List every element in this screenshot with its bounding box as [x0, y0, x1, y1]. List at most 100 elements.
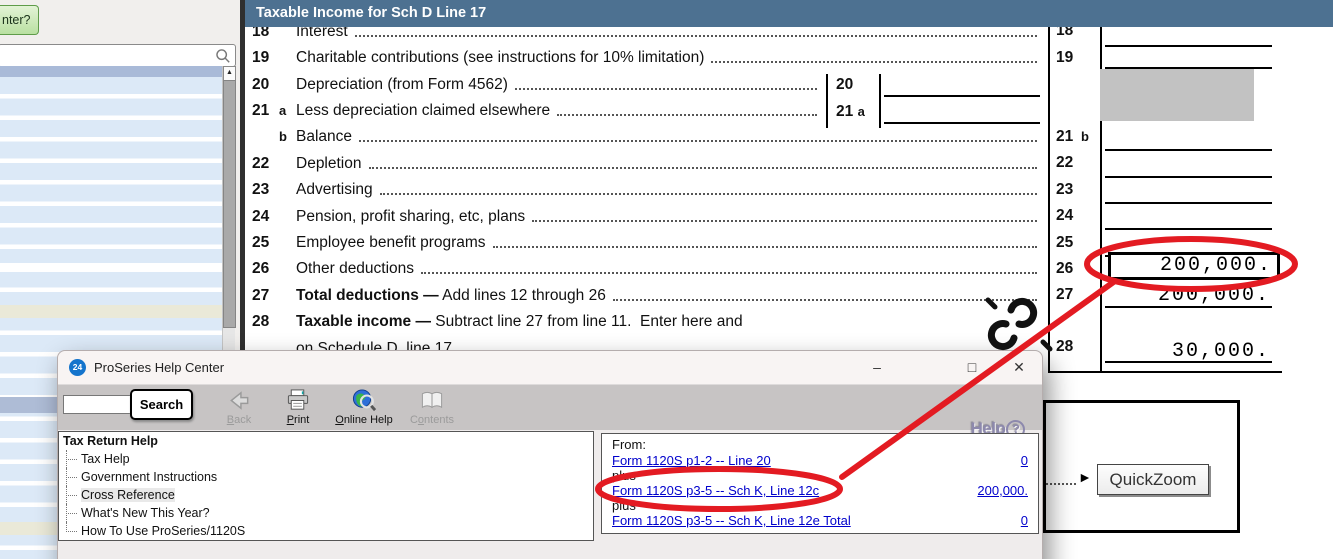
- form-section-header: Taxable Income for Sch D Line 17: [245, 0, 1333, 27]
- form-row-27: 27 Total deductions — Add lines 12 throu…: [252, 286, 1040, 305]
- column-line: [826, 74, 828, 128]
- tree-item-tax-help[interactable]: Tax Help: [59, 450, 593, 468]
- right-col-number: 19: [1056, 49, 1074, 66]
- amount-field-line-21b[interactable]: [1105, 149, 1272, 151]
- help-center-dialog: 24 ProSeries Help Center – □ ✕ Search Ba…: [57, 350, 1043, 559]
- cross-reference-panel: From: Form 1120S p1-2 -- Line 20 0 plus …: [601, 433, 1039, 534]
- mid-col-number-21a: 21 a: [836, 103, 865, 120]
- amount-field-line-21a[interactable]: [884, 122, 1040, 124]
- close-button[interactable]: ✕: [1013, 359, 1025, 375]
- dot-leader: [492, 246, 1037, 248]
- list-row[interactable]: [0, 305, 222, 318]
- form-row-23: 23 Advertising: [252, 180, 1040, 199]
- back-button[interactable]: Back: [216, 388, 262, 426]
- amount-field-line-27[interactable]: [1105, 306, 1272, 308]
- form-row-22: 22 Depletion: [252, 154, 1040, 173]
- contents-button[interactable]: Contents: [402, 388, 462, 426]
- forms-list-header: [0, 66, 222, 77]
- help-search-input[interactable]: [63, 395, 132, 414]
- quickzoom-button[interactable]: QuickZoom: [1097, 464, 1209, 495]
- amount-field-line-18[interactable]: [1105, 45, 1272, 47]
- tree-item-cross-reference[interactable]: Cross Reference: [59, 486, 593, 504]
- amount-field-line-24[interactable]: [1105, 228, 1272, 230]
- amount-field-line-20[interactable]: [884, 95, 1040, 97]
- right-col-number: 26: [1056, 260, 1074, 277]
- shaded-non-entry-area: [1100, 69, 1254, 121]
- line-26-amount: 200,000.: [1159, 254, 1272, 277]
- scrollbar-thumb[interactable]: [223, 80, 236, 328]
- help-search-button[interactable]: Search: [130, 389, 193, 420]
- dot-leader: [354, 35, 1037, 37]
- dialog-titlebar[interactable]: 24 ProSeries Help Center – □ ✕: [58, 351, 1042, 384]
- quickzoom-arrow-icon: ►: [1078, 469, 1092, 485]
- maximize-button[interactable]: □: [967, 359, 977, 375]
- tree-item-how-to-use[interactable]: How To Use ProSeries/1120S: [59, 522, 593, 540]
- plus-label: plus: [612, 498, 636, 513]
- dot-leader: [514, 88, 817, 90]
- online-help-button[interactable]: Online Help: [324, 388, 404, 426]
- line-label: Other deductions: [296, 260, 415, 277]
- globe-search-icon: [324, 388, 404, 413]
- amount-field-line-23[interactable]: [1105, 202, 1272, 204]
- line-label: Depreciation (from Form 4562): [296, 76, 508, 93]
- dot-leader: [557, 114, 817, 116]
- form-row-26: 26 Other deductions: [252, 259, 1040, 278]
- dot-leader: [368, 167, 1037, 169]
- line-number: 18: [252, 23, 270, 40]
- dot-leader: [1046, 483, 1076, 485]
- line-28-amount[interactable]: 30,000.: [1171, 340, 1270, 363]
- line-label: Depletion: [296, 155, 362, 172]
- line-27-amount[interactable]: 200,000.: [1157, 284, 1270, 307]
- xref-link-line20[interactable]: Form 1120S p1-2 -- Line 20: [612, 453, 771, 468]
- amount-field-line-28[interactable]: [1105, 361, 1272, 363]
- dot-leader: [359, 140, 1037, 142]
- dot-leader: [532, 220, 1037, 222]
- xref-value-sch-k-12e[interactable]: 0: [1020, 513, 1028, 528]
- proseries-app-icon: 24: [69, 359, 86, 376]
- dot-leader: [711, 61, 1037, 63]
- xref-value-line20[interactable]: 0: [1020, 453, 1028, 468]
- xref-link-sch-k-12c[interactable]: Form 1120S p3-5 -- Sch K, Line 12c: [612, 483, 820, 498]
- right-col-number: 24: [1056, 207, 1074, 224]
- line-label: Less depreciation claimed elsewhere: [296, 102, 551, 119]
- xref-value-sch-k-12c[interactable]: 200,000.: [977, 483, 1028, 498]
- amount-field-line-26-selected[interactable]: 200,000.: [1108, 252, 1280, 280]
- form-row-20: 20 Depreciation (from Form 4562): [252, 75, 820, 94]
- form-row-19: 19 Charitable contributions (see instruc…: [252, 48, 1040, 67]
- help-center-button-label: nter?: [2, 13, 31, 27]
- dot-leader: [421, 272, 1037, 274]
- dialog-title: ProSeries Help Center: [94, 360, 225, 375]
- form-left-border: [240, 0, 245, 559]
- mid-col-number-20: 20: [836, 76, 854, 93]
- search-icon: [216, 48, 230, 63]
- xref-row: Form 1120S p3-5 -- Sch K, Line 12e Total…: [612, 513, 1028, 529]
- minimize-button[interactable]: –: [873, 359, 881, 375]
- column-line: [1100, 27, 1102, 371]
- right-col-number: 21 b: [1056, 128, 1089, 145]
- form-row-24: 24 Pension, profit sharing, etc, plans: [252, 207, 1040, 226]
- column-line: [879, 74, 881, 128]
- list-row[interactable]: [0, 263, 222, 272]
- line-label: Add lines 12 through 26: [438, 287, 606, 304]
- line-label: Subtract line 27 from line 11. Enter her…: [430, 313, 743, 330]
- forms-search-input[interactable]: [0, 46, 215, 65]
- line-label: Pension, profit sharing, etc, plans: [296, 208, 526, 225]
- from-label: From:: [612, 437, 646, 452]
- form-row-28: 28 Taxable income — Subtract line 27 fro…: [252, 313, 743, 330]
- tree-root-tax-return-help: Tax Return Help: [63, 434, 158, 448]
- line-label: Balance: [296, 128, 353, 145]
- help-center-button[interactable]: nter?: [0, 5, 39, 35]
- print-button[interactable]: Print: [275, 388, 321, 426]
- right-col-number: 23: [1056, 181, 1074, 198]
- tree-item-whats-new[interactable]: What's New This Year?: [59, 504, 593, 522]
- dialog-toolbar: Search Back Print Online Help: [58, 384, 1042, 457]
- amount-field-line-22[interactable]: [1105, 176, 1272, 178]
- line-label: Charitable contributions (see instructio…: [296, 49, 705, 66]
- xref-link-sch-k-12e[interactable]: Form 1120S p3-5 -- Sch K, Line 12e Total: [612, 513, 851, 528]
- tree-item-government-instructions[interactable]: Government Instructions: [59, 468, 593, 486]
- book-icon: [402, 388, 462, 413]
- forms-search-box[interactable]: [0, 44, 236, 67]
- printer-icon: [275, 388, 321, 413]
- amount-field-line-19[interactable]: [1105, 67, 1272, 69]
